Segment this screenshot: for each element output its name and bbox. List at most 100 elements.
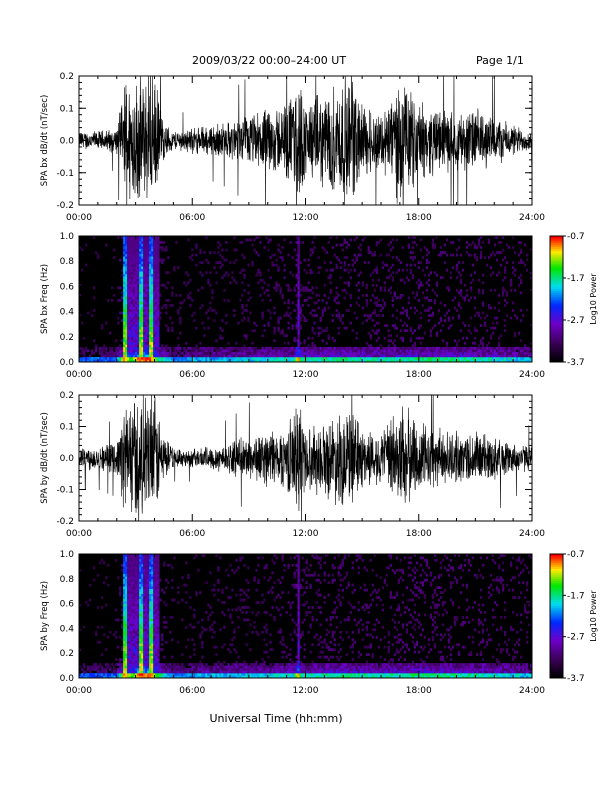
heatmap-cell	[135, 563, 138, 567]
heatmap-cell	[207, 351, 210, 355]
heatmap-cell	[125, 288, 128, 292]
heatmap-cell	[129, 640, 132, 644]
heatmap-cell	[129, 568, 132, 572]
heatmap-cell	[123, 628, 126, 632]
heatmap-cell	[431, 326, 435, 330]
heatmap-cell	[517, 261, 521, 265]
heatmap-cell	[411, 276, 415, 280]
heatmap-cell	[321, 359, 324, 363]
heatmap-cell	[139, 571, 142, 575]
heatmap-cell	[111, 675, 114, 679]
heatmap-cell	[495, 251, 499, 254]
heatmap-cell	[137, 256, 140, 259]
heatmap-cell	[105, 349, 108, 353]
heatmap-cell	[137, 558, 140, 562]
heatmap-cell	[155, 283, 158, 287]
heatmap-cell	[381, 356, 384, 360]
heatmap-cell	[151, 675, 154, 679]
heatmap-cell	[219, 326, 222, 330]
colorbar-segment	[550, 244, 563, 247]
heatmap-cell	[519, 281, 523, 285]
heatmap-cell	[137, 616, 140, 619]
heatmap-cell	[99, 675, 102, 679]
heatmap-cell	[133, 359, 136, 363]
heatmap-cell	[159, 578, 162, 582]
heatmap-cell	[435, 331, 439, 335]
heatmap-cell	[491, 359, 495, 363]
heatmap-cell	[183, 665, 186, 669]
heatmap-cell	[457, 359, 461, 363]
heatmap-cell	[135, 616, 138, 619]
heatmap-cell	[133, 256, 136, 259]
heatmap-cell	[409, 354, 413, 358]
heatmap-cell	[153, 261, 156, 265]
heatmap-cell	[135, 586, 138, 590]
colorbar-segment	[550, 343, 563, 346]
heatmap-cell	[297, 321, 300, 325]
heatmap-cell	[143, 278, 146, 282]
heatmap-cell	[407, 278, 411, 282]
heatmap-cell	[133, 616, 136, 619]
heatmap-cell	[133, 273, 136, 277]
heatmap-cell	[199, 354, 202, 358]
heatmap-cell	[327, 336, 330, 340]
heatmap-cell	[147, 665, 150, 669]
heatmap-cell	[155, 673, 158, 676]
heatmap-cell	[147, 293, 150, 297]
heatmap-cell	[141, 316, 144, 320]
heatmap-cell	[353, 356, 356, 360]
heatmap-cell	[467, 346, 471, 350]
heatmap-cell	[137, 608, 140, 612]
heatmap-cell	[151, 648, 154, 652]
heatmap-cell	[141, 568, 144, 572]
heatmap-cell	[139, 336, 142, 340]
heatmap-cell	[135, 635, 138, 639]
heatmap-cell	[269, 349, 272, 353]
heatmap-cell	[151, 673, 154, 676]
heatmap-cell	[279, 286, 282, 290]
heatmap-cell	[123, 630, 126, 634]
heatmap-cell	[329, 356, 332, 360]
heatmap-cell	[527, 346, 531, 350]
heatmap-cell	[285, 354, 288, 358]
heatmap-cell	[239, 346, 242, 350]
heatmap-cell	[157, 309, 160, 312]
heatmap-cell	[145, 628, 148, 632]
heatmap-cell	[127, 603, 130, 607]
heatmap-cell	[133, 336, 136, 340]
heatmap-cell	[139, 640, 142, 644]
heatmap-cell	[105, 673, 108, 676]
heatmap-cell	[383, 281, 386, 285]
heatmap-cell	[125, 655, 128, 659]
heatmap-cell	[503, 271, 507, 275]
heatmap-cell	[133, 596, 136, 599]
heatmap-cell	[395, 271, 398, 275]
heatmap-cell	[81, 248, 84, 252]
heatmap-cell	[175, 241, 178, 244]
heatmap-cell	[391, 296, 394, 300]
heatmap-cell	[383, 286, 386, 290]
heatmap-cell	[383, 351, 386, 355]
heatmap-cell	[133, 351, 136, 355]
heatmap-cell	[145, 248, 148, 252]
heatmap-cell	[337, 301, 340, 305]
heatmap-cell	[121, 618, 124, 622]
heatmap-cell	[467, 243, 471, 247]
heatmap-cell	[157, 625, 160, 629]
heatmap-cell	[291, 349, 294, 353]
heatmap-cell	[259, 349, 262, 353]
heatmap-cell	[129, 655, 132, 659]
heatmap-cell	[125, 638, 128, 642]
heatmap-cell	[125, 576, 128, 580]
heatmap-cell	[277, 349, 280, 353]
heatmap-cell	[153, 329, 156, 333]
heatmap-cell	[133, 293, 136, 297]
heatmap-cell	[153, 556, 156, 560]
heatmap-cell	[361, 359, 364, 363]
heatmap-cell	[127, 309, 130, 312]
heatmap-cell	[157, 601, 160, 604]
heatmap-cell	[131, 601, 134, 604]
heatmap-cell	[147, 339, 150, 343]
heatmap-cell	[497, 344, 501, 348]
heatmap-cell	[135, 271, 138, 275]
